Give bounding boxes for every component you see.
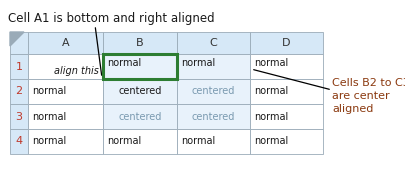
Polygon shape (10, 32, 24, 46)
Bar (103, 79, 177, 104)
Text: A: A (62, 38, 69, 48)
Text: D: D (282, 38, 291, 48)
Text: centered: centered (192, 111, 235, 122)
Text: normal: normal (181, 137, 215, 147)
Text: normal: normal (254, 58, 288, 68)
Bar (103, 129, 177, 154)
Bar (10, 32, 28, 54)
Text: 3: 3 (15, 111, 23, 122)
Bar (28, 79, 103, 104)
Bar (177, 54, 250, 79)
Text: Cells B2 to C3
are center
aligned: Cells B2 to C3 are center aligned (332, 78, 405, 114)
Bar (250, 32, 323, 54)
Bar (250, 54, 323, 79)
Bar (250, 104, 323, 129)
Text: 2: 2 (15, 87, 23, 96)
Bar (10, 129, 28, 154)
Text: normal: normal (32, 137, 66, 147)
Bar (250, 79, 323, 104)
Text: align this: align this (54, 66, 99, 76)
Bar (177, 129, 250, 154)
Text: normal: normal (254, 137, 288, 147)
Bar (28, 104, 103, 129)
Bar (177, 104, 250, 129)
Bar (103, 104, 177, 129)
Text: centered: centered (118, 111, 162, 122)
Text: B: B (136, 38, 144, 48)
Text: normal: normal (107, 58, 141, 68)
Text: normal: normal (107, 137, 141, 147)
Bar (10, 54, 28, 79)
Bar (177, 79, 250, 104)
Text: normal: normal (32, 87, 66, 96)
Bar (28, 54, 103, 79)
Text: 4: 4 (15, 137, 23, 147)
Text: Cell A1 is bottom and right aligned: Cell A1 is bottom and right aligned (8, 12, 215, 25)
Text: normal: normal (254, 111, 288, 122)
Bar (103, 54, 177, 79)
Bar (103, 54, 177, 79)
Text: centered: centered (192, 87, 235, 96)
Bar (10, 79, 28, 104)
Bar (10, 104, 28, 129)
Text: C: C (210, 38, 217, 48)
Bar (177, 32, 250, 54)
Bar (103, 32, 177, 54)
Text: normal: normal (32, 111, 66, 122)
Text: 1: 1 (15, 61, 23, 72)
Text: normal: normal (254, 87, 288, 96)
Text: normal: normal (181, 58, 215, 68)
Bar (28, 32, 103, 54)
Bar (250, 129, 323, 154)
Text: centered: centered (118, 87, 162, 96)
Bar (28, 129, 103, 154)
